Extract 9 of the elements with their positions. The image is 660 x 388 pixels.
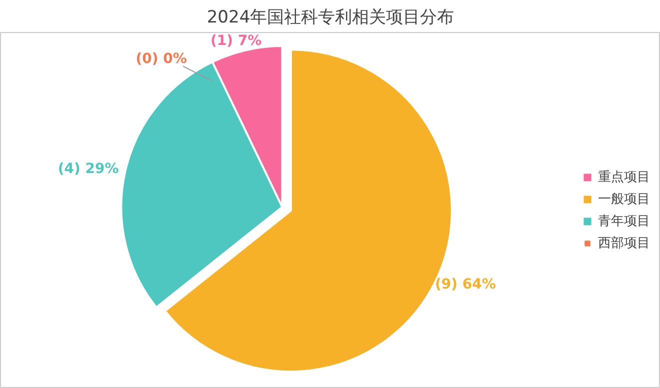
data-label: (9) 64% — [434, 276, 496, 293]
data-label: (1) 7% — [210, 32, 262, 49]
legend-label: 青年项目 — [598, 213, 650, 230]
data-label: (4) 29% — [58, 161, 119, 178]
legend-label: 重点项目 — [598, 169, 650, 186]
legend-label: 一般项目 — [598, 191, 650, 208]
text: (0) 0% — [136, 51, 187, 68]
legend-label: 西部项目 — [598, 235, 650, 252]
chart-title: 2024年国社科专利相关项目分布 — [206, 8, 454, 28]
